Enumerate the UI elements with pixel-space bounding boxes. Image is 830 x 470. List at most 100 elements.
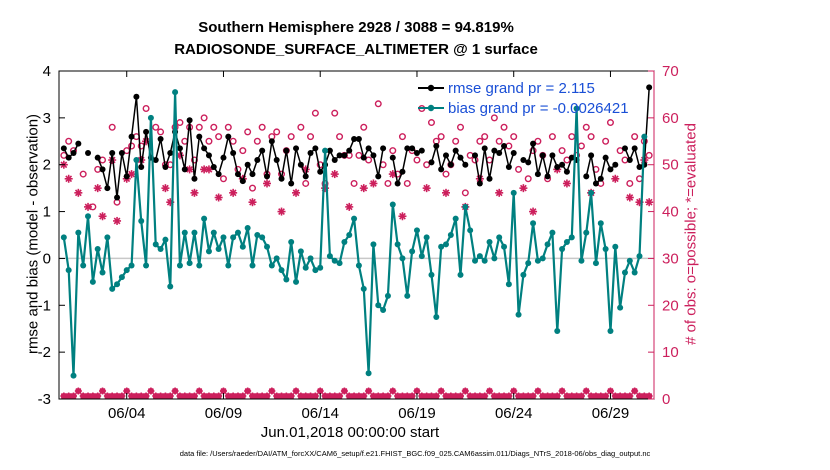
obs-possible-point <box>500 123 508 131</box>
obs-bottom-asterisk <box>461 387 469 395</box>
bias-point <box>442 241 449 248</box>
rmse-point <box>389 154 396 161</box>
y-axis-label: rmse and bias (model - observation) <box>24 113 42 355</box>
bias-point <box>273 255 280 262</box>
rmse-point <box>133 93 140 100</box>
y2-tick-label: 0 <box>662 391 670 408</box>
rmse-point <box>118 150 125 156</box>
bias-point <box>457 271 464 278</box>
bias-point <box>249 262 256 269</box>
rmse-point <box>375 173 382 180</box>
bias-point <box>191 229 198 236</box>
obs-bottom-asterisk <box>432 392 440 400</box>
y-tick-label: -2 <box>38 344 51 361</box>
rmse-point <box>452 147 459 154</box>
obs-evaluated-point <box>359 184 368 193</box>
rmse-point <box>563 168 570 175</box>
rmse-point <box>539 152 546 159</box>
obs-bottom-asterisk <box>553 392 561 400</box>
bias-point <box>418 253 425 260</box>
rmse-point <box>104 185 111 192</box>
rmse-point <box>597 175 604 182</box>
y2-tick-label: 40 <box>662 204 679 221</box>
rmse-point <box>239 178 246 185</box>
rmse-point <box>486 175 493 182</box>
bias-point <box>85 213 92 220</box>
rmse-point <box>220 154 227 161</box>
bias-point <box>268 262 275 269</box>
obs-bottom-asterisk <box>645 392 653 400</box>
obs-possible-point <box>244 128 252 136</box>
obs-bottom-asterisk <box>248 392 256 400</box>
rmse-point <box>341 152 348 159</box>
obs-possible-point <box>403 179 411 187</box>
rmse-point <box>273 157 280 164</box>
rmse-point <box>201 145 208 152</box>
bias-point <box>462 203 469 210</box>
bias-point <box>452 215 459 222</box>
bias-point <box>617 304 624 311</box>
legend-rmse-marker <box>427 84 435 92</box>
obs-bottom-asterisk <box>307 392 315 400</box>
bias-point <box>94 246 101 253</box>
obs-possible-point <box>457 123 465 131</box>
rmse-point <box>225 133 232 140</box>
obs-evaluated-point <box>345 202 354 211</box>
bias-point <box>225 262 232 269</box>
rmse-point <box>607 166 614 173</box>
bias-point <box>114 281 121 288</box>
bias-point <box>355 262 362 269</box>
obs-bottom-asterisk <box>118 392 126 400</box>
obs-bottom-asterisk <box>181 392 189 400</box>
rmse-point <box>370 152 377 159</box>
x-tick-label: 06/14 <box>301 405 339 422</box>
obs-bottom-asterisk <box>99 387 107 395</box>
obs-possible-point <box>99 156 107 164</box>
obs-possible-point <box>423 161 431 169</box>
bias-point <box>433 314 440 320</box>
y-tick-label: 3 <box>43 110 51 127</box>
bias-point <box>389 201 396 208</box>
obs-evaluated-point <box>161 184 170 193</box>
bias-point <box>496 234 503 241</box>
bias-point <box>317 264 324 271</box>
bias-point <box>307 255 314 262</box>
rmse-point <box>99 166 106 173</box>
y2-tick-label: 50 <box>662 157 679 174</box>
bias-point <box>104 234 111 241</box>
obs-possible-point <box>65 137 73 145</box>
obs-evaluated-point <box>611 174 620 183</box>
bias-point <box>133 157 140 164</box>
rmse-point <box>583 173 590 180</box>
bias-point <box>588 189 595 196</box>
obs-evaluated-point <box>441 188 450 197</box>
bias-point <box>167 283 174 290</box>
bias-point <box>486 239 493 246</box>
obs-bottom-asterisk <box>510 387 518 395</box>
bias-point <box>481 257 488 264</box>
obs-evaluated-point <box>93 184 102 193</box>
rmse-point <box>143 128 150 135</box>
bias-point <box>510 189 517 196</box>
rmse-point <box>510 150 517 156</box>
obs-bottom-asterisk <box>548 392 556 400</box>
rmse-point <box>360 154 367 161</box>
rmse-point <box>283 147 290 154</box>
obs-bottom-asterisk <box>336 392 344 400</box>
obs-bottom-asterisk <box>147 387 155 395</box>
obs-possible-point <box>495 137 503 145</box>
x-tick-label: 06/24 <box>495 405 533 422</box>
bias-point <box>259 234 266 241</box>
bias-point <box>399 255 406 262</box>
bias-point <box>520 271 527 278</box>
obs-bottom-asterisk <box>602 392 610 400</box>
obs-bottom-asterisk <box>74 387 82 395</box>
obs-possible-point <box>215 133 223 141</box>
bias-point <box>607 328 614 335</box>
rmse-point <box>336 152 343 159</box>
bias-point <box>365 370 372 377</box>
bias-point <box>186 260 193 267</box>
rmse-point <box>462 161 469 168</box>
bias-point <box>423 234 430 241</box>
rmse-point <box>481 145 488 152</box>
